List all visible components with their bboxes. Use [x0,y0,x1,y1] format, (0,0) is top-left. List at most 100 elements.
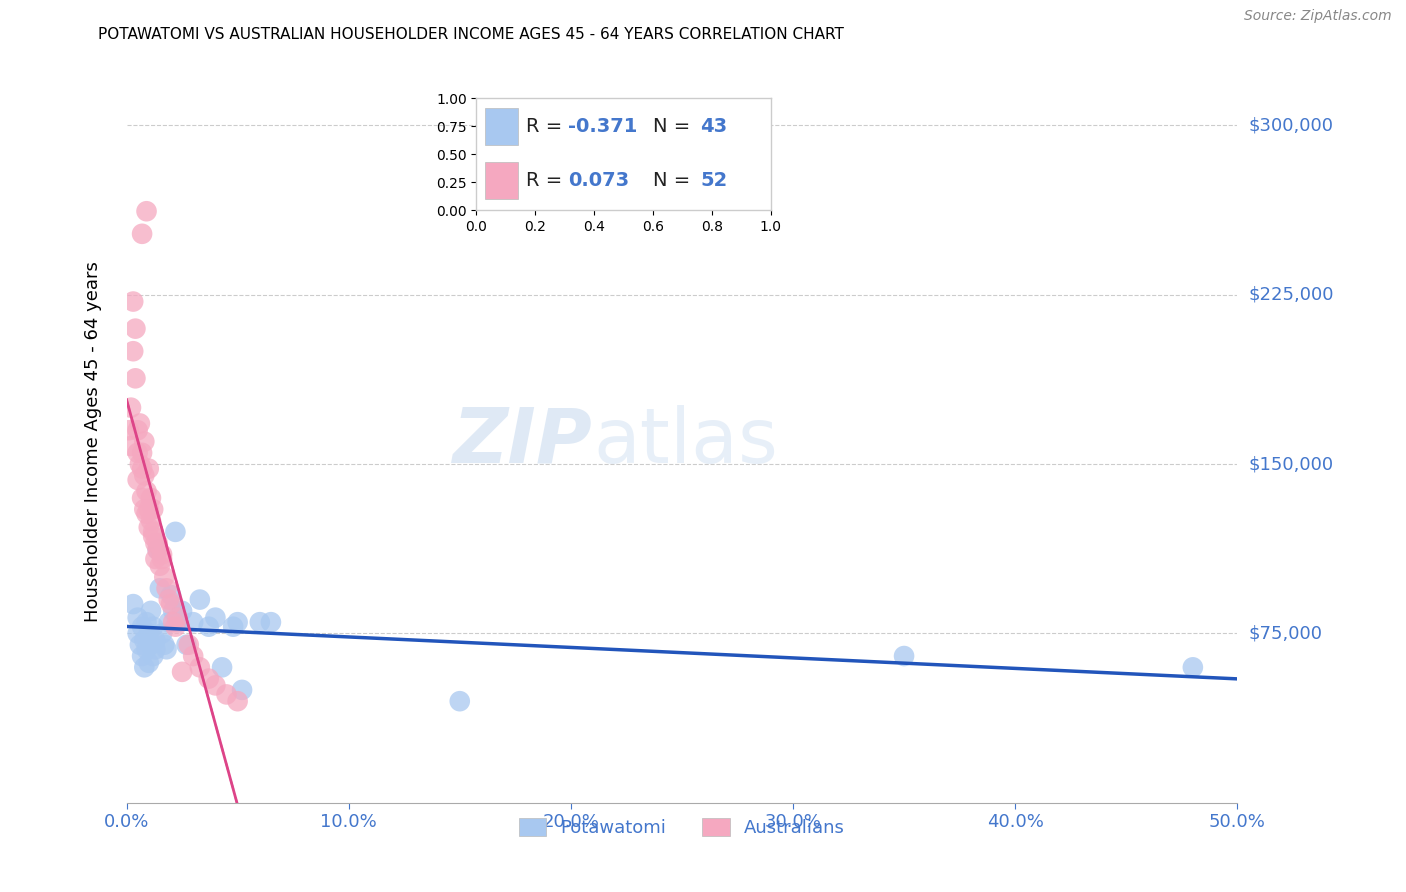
Point [226,615,249,630]
Point [118,423,141,437]
Point [145,633,167,648]
Text: POTAWATOMI VS AUSTRALIAN HOUSEHOLDER INCOME AGES 45 - 64 YEARS CORRELATION CHART: POTAWATOMI VS AUSTRALIAN HOUSEHOLDER INC… [98,27,844,42]
Legend: Potawatomi, Australians: Potawatomi, Australians [512,811,852,845]
Point [155,582,177,596]
Point [150,626,173,640]
Point [127,473,149,487]
Point [131,648,153,663]
Point [122,294,145,309]
Point [166,615,188,630]
Point [135,204,157,219]
Point [131,461,153,475]
Point [138,520,160,534]
Point [150,552,173,566]
Point [128,457,150,471]
Point [120,439,142,453]
Point [134,468,156,483]
Point [127,610,149,624]
Point [162,604,184,618]
Point [139,638,162,652]
Point [131,227,153,241]
Point [1181,660,1204,674]
Point [211,660,233,674]
Point [149,558,172,573]
Point [139,491,162,505]
Text: $75,000: $75,000 [1249,624,1323,642]
Point [135,642,157,657]
Point [150,548,173,562]
Point [165,524,187,539]
Point [138,656,160,670]
Point [893,648,915,663]
Point [188,660,211,674]
Point [181,648,204,663]
Point [172,665,194,679]
Point [142,529,165,543]
Text: atlas: atlas [593,405,778,478]
Point [162,615,184,630]
Point [139,514,162,528]
Point [197,672,219,686]
Point [197,620,219,634]
Point [449,694,471,708]
Point [226,694,249,708]
Point [146,536,169,550]
Y-axis label: Householder Income Ages 45 - 64 years: Householder Income Ages 45 - 64 years [84,261,103,622]
Point [131,620,153,634]
Point [124,371,146,385]
Point [127,446,149,460]
Point [142,502,165,516]
Point [131,491,153,505]
Point [145,642,167,657]
Text: ZIP: ZIP [453,405,593,478]
Point [160,597,183,611]
Point [249,615,271,630]
Point [135,507,157,521]
Point [139,604,162,618]
Point [128,638,150,652]
Point [124,321,146,335]
Point [153,638,176,652]
Point [215,687,238,701]
Text: Source: ZipAtlas.com: Source: ZipAtlas.com [1244,9,1392,23]
Point [157,615,180,630]
Point [142,524,165,539]
Point [120,401,142,415]
Point [177,638,200,652]
Text: $225,000: $225,000 [1249,285,1334,304]
Point [149,582,172,596]
Point [128,417,150,431]
Point [134,502,156,516]
Text: $300,000: $300,000 [1249,117,1333,135]
Text: $150,000: $150,000 [1249,455,1333,473]
Point [131,446,153,460]
Point [127,423,149,437]
Point [146,542,169,557]
Point [166,610,188,624]
Point [138,502,160,516]
Point [176,638,198,652]
Point [157,592,180,607]
Point [181,615,204,630]
Point [135,615,157,630]
Point [134,660,156,674]
Point [142,648,165,663]
Point [135,484,157,499]
Point [145,536,167,550]
Point [122,597,145,611]
Point [165,620,187,634]
Point [146,542,169,557]
Point [260,615,283,630]
Point [160,588,183,602]
Point [172,604,194,618]
Point [122,344,145,359]
Point [231,682,253,697]
Point [134,434,156,449]
Point [138,626,160,640]
Point [188,592,211,607]
Point [153,570,176,584]
Point [204,678,226,692]
Point [142,620,165,634]
Point [134,633,156,648]
Point [222,620,245,634]
